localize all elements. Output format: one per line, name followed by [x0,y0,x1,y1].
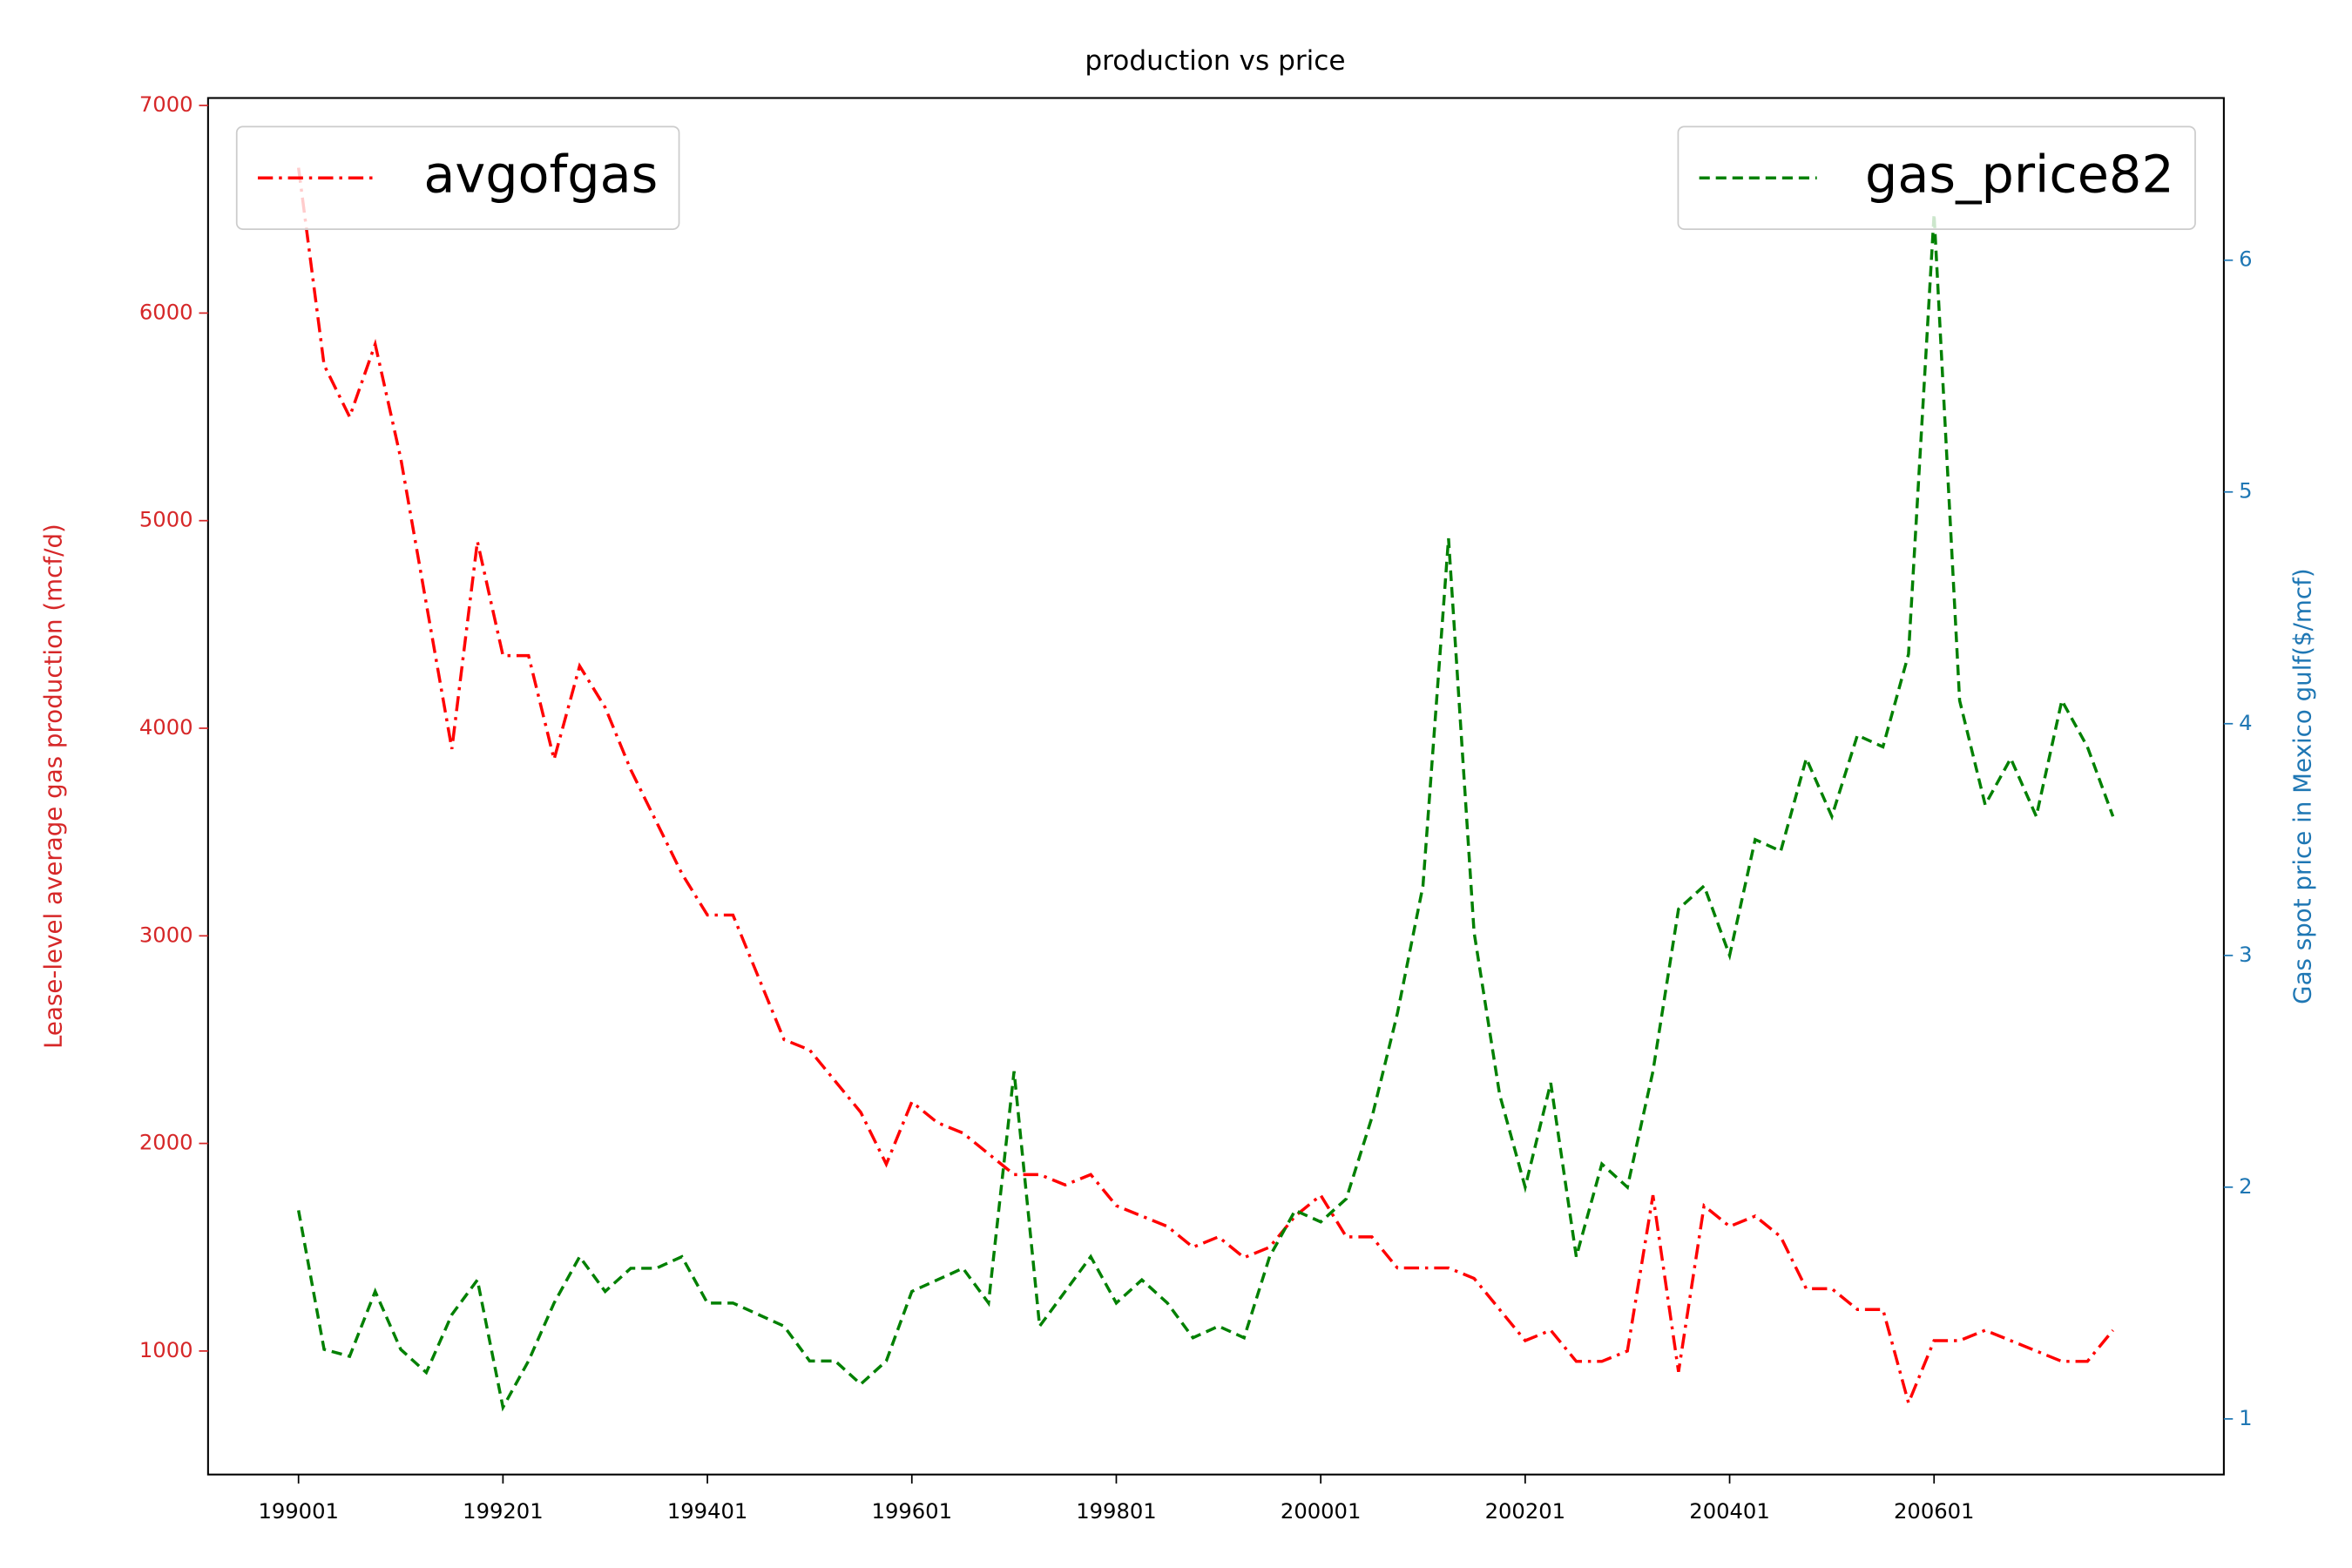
legend-box [1677,125,2196,230]
x-tick-label: 199001 [258,1499,338,1524]
y2-axis-label: Gas spot price in Mexico gulf($/mcf) [2288,568,2317,1004]
legend: avgofgas [235,125,680,230]
y2-tick-label: 4 [2239,711,2252,735]
y-tick-label: 5000 [139,508,193,532]
x-tick-label: 199601 [872,1499,952,1524]
legend-label: gas_price82 [1865,144,2174,204]
y2-tick-label: 1 [2239,1406,2252,1430]
y-tick-label: 3000 [139,923,193,947]
series-line [296,167,2114,1408]
chart-title: production vs price [1085,45,1345,77]
legend-label: avgofgas [423,144,658,204]
x-tick-label: 200201 [1485,1499,1565,1524]
y2-tick-label: 2 [2239,1174,2252,1199]
x-tick-label: 199201 [463,1499,543,1524]
plot-frame [206,97,2225,1476]
x-tick-label: 199401 [667,1499,747,1524]
legend-box [235,125,680,230]
y-axis-label: Lease-level average gas production (mcf/… [38,524,67,1049]
y-tick-label: 6000 [139,300,193,324]
y-tick-label: 4000 [139,715,193,740]
y2-tick-label: 5 [2239,479,2252,504]
x-tick-label: 199801 [1076,1499,1156,1524]
x-tick-label: 200401 [1689,1499,1769,1524]
y2-tick-label: 6 [2239,247,2252,272]
x-tick-label: 200001 [1281,1499,1361,1524]
series-line [296,213,2115,1412]
y2-tick-label: 3 [2239,943,2252,967]
y-tick-label: 7000 [139,92,193,117]
y-tick-label: 1000 [139,1338,193,1362]
legend: gas_price82 [1677,125,2196,230]
x-tick-label: 200601 [1894,1499,1974,1524]
y-tick-label: 2000 [139,1131,193,1155]
